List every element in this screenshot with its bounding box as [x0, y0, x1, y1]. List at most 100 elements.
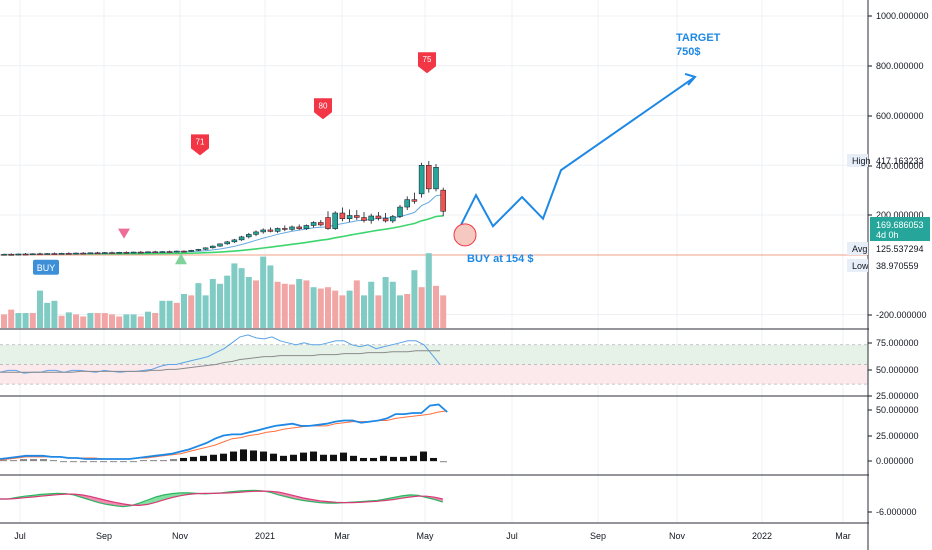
momentum-fill: [278, 492, 287, 497]
buy-zone-circle: [453, 223, 477, 247]
volume-bar: [433, 285, 439, 328]
macd-histogram-bar: [410, 455, 417, 462]
macd-histogram-bar: [250, 450, 257, 462]
candle-body: [188, 250, 194, 252]
annotations: 80 75 71 BUY TARGET 750$ BUY at 154 $: [33, 32, 721, 275]
macd-histogram-bar: [280, 455, 287, 462]
macd-histogram-bar: [400, 456, 407, 462]
macd-histogram-bar: [80, 461, 87, 463]
candle-body: [361, 217, 367, 221]
macd-histogram-bar: [430, 457, 437, 462]
candle-body: [130, 251, 137, 254]
sell-signal-triangle: [118, 228, 130, 239]
volume-bar: [217, 283, 223, 328]
macd-histogram-bar: [70, 461, 77, 463]
candle-body: [202, 247, 209, 250]
candle-body: [73, 252, 79, 255]
macd-histogram-bar: [380, 455, 387, 462]
candle-body: [102, 252, 108, 254]
macd-histogram-bar: [330, 454, 337, 462]
volume-bar: [404, 294, 411, 328]
candle-body: [318, 222, 324, 226]
volume-bar: [245, 277, 252, 328]
candle-body: [66, 253, 72, 255]
buy-signal-triangle: [175, 253, 187, 265]
time-tick-label: Mar: [334, 531, 350, 541]
high-label-box: [847, 154, 868, 167]
time-tick-label: Sep: [590, 531, 606, 541]
candle-body: [310, 222, 317, 226]
volume-bar: [181, 294, 187, 328]
volume-bar: [289, 284, 295, 328]
volume-bar: [101, 313, 108, 328]
volume-bar: [209, 279, 216, 328]
candle-body: [181, 250, 187, 253]
volume-bar: [310, 287, 317, 328]
volume-bar: [303, 280, 310, 328]
price-tick-label: 800.000000: [876, 61, 924, 71]
candle-body: [166, 251, 173, 253]
time-axis: Jul Sep Nov 2021 Mar May Jul Sep Nov 2022 Mar: [14, 531, 851, 541]
price-tick-label: -200.000000: [876, 310, 927, 320]
volume-bar: [339, 295, 346, 328]
volume-bar: [8, 309, 15, 328]
avg-label-box: [847, 242, 868, 255]
price-axis-background: [869, 0, 932, 550]
volume-bars: [1, 253, 447, 328]
macd-histogram-bar: [140, 460, 147, 462]
macd-tick-label: 50.000000: [876, 405, 919, 415]
candle-body: [224, 241, 230, 245]
volume-bar: [37, 290, 43, 328]
time-tick-label: Sep: [96, 531, 112, 541]
candle-body: [116, 252, 122, 254]
low-label-box: [847, 259, 868, 272]
volume-bar: [123, 314, 130, 328]
volume-bar: [58, 315, 65, 328]
candle-body: [339, 212, 346, 219]
candle-body: [80, 252, 86, 255]
volume-bar: [44, 302, 51, 328]
candle-body: [8, 254, 14, 256]
time-tick-label: Jul: [14, 531, 26, 541]
oscillator-signal-line: [0, 350, 440, 373]
volume-bar: [382, 277, 389, 328]
volume-bar: [238, 268, 245, 328]
macd-histogram-bar: [420, 451, 427, 462]
volume-bar: [368, 281, 375, 328]
last-price-tag: [870, 217, 930, 241]
candle-body: [231, 239, 238, 243]
volume-bar: [94, 313, 101, 328]
volume-bar: [418, 287, 425, 328]
macd-histogram-bar: [290, 454, 297, 462]
target-value: 750$: [676, 46, 700, 58]
candle-body: [274, 228, 281, 232]
time-tick-label: 2021: [255, 531, 275, 541]
volume-bar: [73, 314, 79, 328]
marker-flag-80-label: 80: [319, 101, 328, 110]
candle-body: [51, 253, 58, 255]
macd-histogram-bar: [50, 460, 57, 462]
low-label: Low: [852, 261, 869, 271]
time-tick-label: May: [416, 531, 434, 541]
candle-body: [138, 251, 144, 254]
projection-arrow-head: [684, 72, 697, 86]
volume-bar: [296, 279, 303, 328]
buy-tag-label: BUY: [37, 263, 56, 273]
volume-bar: [397, 295, 403, 328]
volume-bar: [116, 316, 123, 328]
time-tick-label: Nov: [669, 531, 686, 541]
projection-path: [459, 76, 696, 228]
buy-note: BUY at 154 $: [467, 253, 533, 265]
candle-body: [433, 166, 439, 190]
price-tick-label: 400.000000: [876, 161, 924, 171]
candle-body: [404, 199, 410, 208]
candle-body: [397, 206, 403, 217]
price-tick-label: 1000.000000: [876, 11, 929, 21]
volume-bar: [317, 288, 324, 328]
candles: [1, 161, 446, 256]
candle-body: [94, 252, 101, 255]
candle-body: [346, 215, 353, 219]
macd-histogram-bar: [340, 452, 347, 462]
